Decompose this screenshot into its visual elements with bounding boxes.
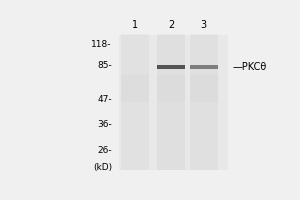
Bar — [190, 65, 218, 69]
Text: 36-: 36- — [97, 120, 112, 129]
Text: 3: 3 — [201, 20, 207, 30]
Bar — [157, 65, 185, 69]
Text: (kD): (kD) — [93, 163, 112, 172]
Bar — [190, 35, 218, 170]
Bar — [157, 35, 185, 170]
Text: 47-: 47- — [97, 95, 112, 104]
Text: 118-: 118- — [92, 40, 112, 49]
Text: 85-: 85- — [97, 61, 112, 70]
Text: 2: 2 — [168, 20, 174, 30]
Bar — [119, 35, 228, 170]
Bar — [121, 35, 149, 170]
Text: —PKCθ: —PKCθ — [233, 62, 267, 72]
Text: 26-: 26- — [97, 146, 112, 155]
Text: 1: 1 — [132, 20, 138, 30]
